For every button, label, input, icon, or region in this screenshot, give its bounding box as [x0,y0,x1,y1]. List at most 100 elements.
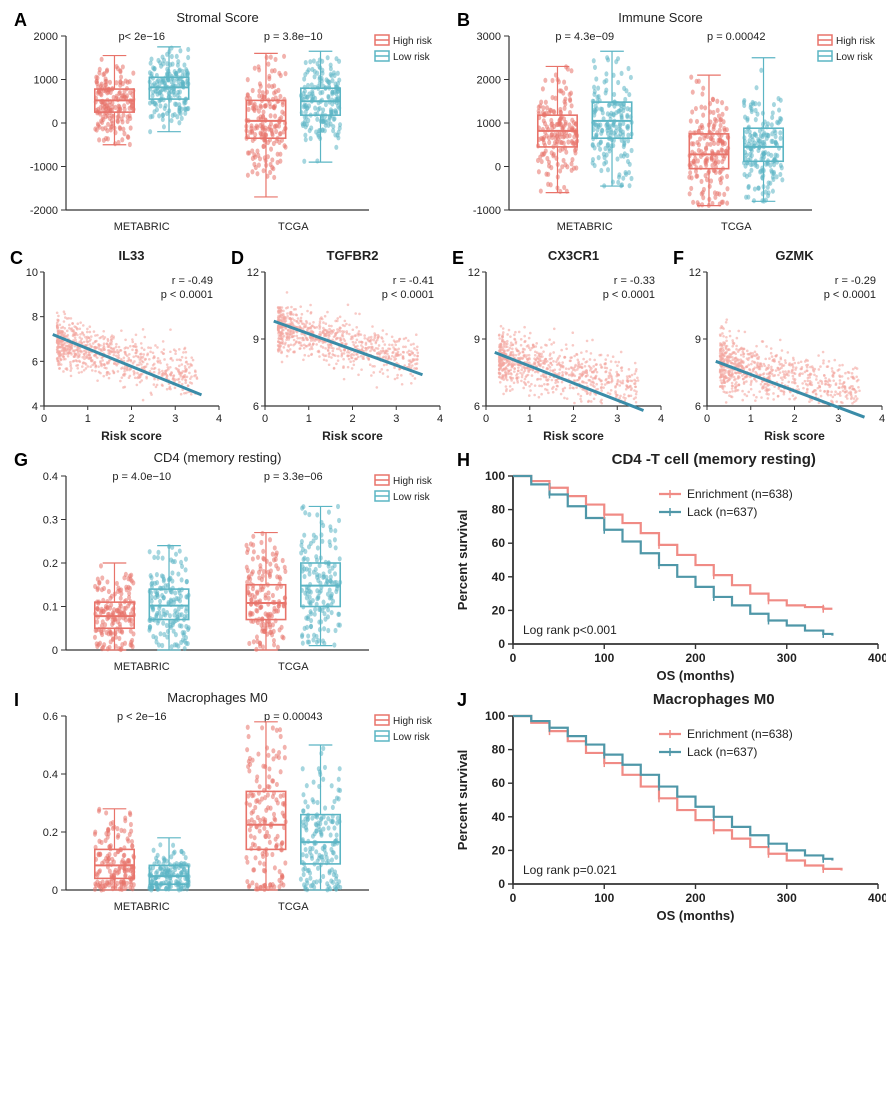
chart-tgfbr2: TGFBR2691201234Risk scorer = -0.41p < 0.… [227,246,448,446]
svg-text:r = -0.41: r = -0.41 [393,275,434,287]
chart-gzmk: GZMK691201234Risk scorer = -0.29p < 0.00… [669,246,886,446]
svg-text:CD4 (memory resting): CD4 (memory resting) [154,450,282,465]
svg-text:0.3: 0.3 [43,515,58,527]
svg-text:4: 4 [658,413,664,425]
row-cdef: C IL334681001234Risk scorer = -0.49p < 0… [6,246,880,446]
svg-text:2000: 2000 [477,75,501,87]
svg-text:p < 0.0001: p < 0.0001 [382,289,434,301]
svg-text:12: 12 [247,267,259,279]
svg-text:1: 1 [527,413,533,425]
svg-text:6: 6 [695,401,701,413]
svg-text:3000: 3000 [477,31,501,43]
svg-text:9: 9 [695,334,701,346]
svg-text:0: 0 [52,118,58,130]
svg-text:2: 2 [349,413,355,425]
panel-label-h: H [457,450,470,471]
svg-text:0: 0 [495,162,501,174]
chart-macrophages-box: Macrophages M000.20.40.6METABRICp < 2e−1… [6,686,449,926]
svg-text:1: 1 [85,413,91,425]
svg-text:r = -0.49: r = -0.49 [172,275,213,287]
svg-text:0.2: 0.2 [43,558,58,570]
svg-text:TGFBR2: TGFBR2 [327,248,379,263]
svg-text:4: 4 [32,401,38,413]
svg-text:3: 3 [393,413,399,425]
panel-c: C IL334681001234Risk scorer = -0.49p < 0… [6,246,227,446]
panel-j: J Macrophages M0020406080100010020030040… [449,686,886,926]
panel-f: F GZMK691201234Risk scorer = -0.29p < 0.… [669,246,886,446]
svg-text:p < 0.0001: p < 0.0001 [824,289,876,301]
svg-text:0: 0 [41,413,47,425]
svg-text:4: 4 [216,413,222,425]
panel-label-e: E [452,248,464,269]
svg-text:METABRIC: METABRIC [114,661,170,673]
panel-label-i: I [14,690,19,711]
svg-text:IL33: IL33 [118,248,144,263]
panel-label-g: G [14,450,28,471]
svg-text:High risk: High risk [393,36,433,47]
svg-text:1: 1 [748,413,754,425]
svg-text:High risk: High risk [836,36,876,47]
chart-il33: IL334681001234Risk scorer = -0.49p < 0.0… [6,246,227,446]
svg-text:0: 0 [52,645,58,657]
figure-root: A Stromal Score-2000-1000010002000METABR… [0,0,886,932]
svg-text:2000: 2000 [34,31,58,43]
svg-text:0.1: 0.1 [43,602,58,614]
svg-text:1: 1 [306,413,312,425]
chart-stromal-score: Stromal Score-2000-1000010002000METABRIC… [6,6,449,246]
panel-d: D TGFBR2691201234Risk scorer = -0.41p < … [227,246,448,446]
svg-text:TCGA: TCGA [278,221,309,233]
svg-text:0: 0 [704,413,710,425]
panel-label-j: J [457,690,467,711]
panel-i: I Macrophages M000.20.40.6METABRICp < 2e… [6,686,449,926]
panel-e: E CX3CR1691201234Risk scorer = -0.33p < … [448,246,669,446]
row-ab: A Stromal Score-2000-1000010002000METABR… [6,6,880,246]
svg-text:p = 0.00042: p = 0.00042 [707,31,765,43]
svg-text:Immune Score: Immune Score [618,10,703,25]
svg-text:9: 9 [253,334,259,346]
svg-text:p = 3.8e−10: p = 3.8e−10 [264,31,323,43]
svg-text:0: 0 [262,413,268,425]
svg-text:1000: 1000 [34,75,58,87]
svg-text:3: 3 [172,413,178,425]
panel-h: H CD4 -T cell (memory resting)0204060801… [449,446,886,686]
svg-text:-1000: -1000 [30,162,58,174]
svg-text:TCGA: TCGA [721,221,752,233]
svg-text:p < 0.0001: p < 0.0001 [603,289,655,301]
chart-cx3cr1: CX3CR1691201234Risk scorer = -0.33p < 0.… [448,246,669,446]
svg-text:Low risk: Low risk [836,52,874,63]
svg-text:CX3CR1: CX3CR1 [548,248,599,263]
svg-text:2: 2 [791,413,797,425]
svg-text:Risk score: Risk score [101,429,162,443]
svg-text:1000: 1000 [477,118,501,130]
svg-text:0: 0 [483,413,489,425]
svg-text:-1000: -1000 [473,205,501,217]
chart-macrophages-survival: Macrophages M00204060801000100200300400O… [449,686,886,926]
svg-text:2: 2 [570,413,576,425]
svg-text:p < 0.0001: p < 0.0001 [161,289,213,301]
chart-cd4-box: CD4 (memory resting) 0 0.1 0.2 0.3 0.4 METABRI… [6,446,449,686]
svg-text:METABRIC: METABRIC [114,221,170,233]
svg-text:p< 2e−16: p< 2e−16 [119,31,166,43]
svg-text:10: 10 [26,267,38,279]
svg-text:Risk score: Risk score [764,429,825,443]
svg-text:4: 4 [437,413,443,425]
panel-label-b: B [457,10,470,31]
svg-text:Low risk: Low risk [393,52,431,63]
svg-text:4: 4 [879,413,885,425]
chart-immune-score: Immune Score -1000 0 1000 2000 3000 METABRIC p … [449,6,886,246]
panel-g: G CD4 (memory resting) 0 0.1 0.2 0.3 0.4 METAB… [6,446,449,686]
svg-text:3: 3 [835,413,841,425]
svg-text:METABRIC: METABRIC [557,221,613,233]
svg-text:Risk score: Risk score [322,429,383,443]
svg-text:r = -0.29: r = -0.29 [835,275,876,287]
svg-text:6: 6 [32,356,38,368]
svg-text:8: 8 [32,312,38,324]
panel-label-d: D [231,248,244,269]
panel-a: A Stromal Score-2000-1000010002000METABR… [6,6,449,246]
svg-text:GZMK: GZMK [775,248,814,263]
panel-b: B Immune Score -1000 0 1000 2000 3000 METABRIC… [449,6,886,246]
svg-text:0.4: 0.4 [43,471,58,483]
svg-text:-2000: -2000 [30,205,58,217]
svg-text:3: 3 [614,413,620,425]
panel-label-c: C [10,248,23,269]
